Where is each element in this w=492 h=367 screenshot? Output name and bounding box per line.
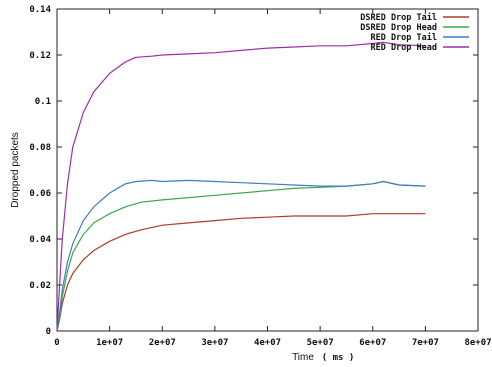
series-line-red-drop-head — [56, 41, 426, 332]
y-tick-label: 0.14 — [29, 5, 51, 15]
legend-label: RED Drop Tail — [370, 32, 437, 43]
x-tick-label: 0 — [54, 338, 59, 348]
y-axis-label: Dropped packets — [10, 132, 21, 208]
series-lines — [56, 41, 426, 332]
x-tick-label: 1e+07 — [96, 338, 123, 348]
plot-border — [56, 8, 479, 332]
x-tick-label: 3e+07 — [201, 338, 228, 348]
legend-label: DSRED Drop Head — [360, 23, 437, 33]
x-tick-label: 2e+07 — [149, 338, 176, 348]
y-tick-label: 0.06 — [29, 189, 51, 199]
y-tick-label: 0.04 — [29, 235, 51, 245]
x-tick-label: 7e+07 — [412, 338, 439, 348]
series-line-dsred-drop-head — [56, 180, 426, 332]
axis-ticks: 0 1e+07 2e+07 3e+07 4e+07 5e+07 6e+07 7e+07 8e+0… — [29, 5, 491, 348]
y-tick-label: 0 — [46, 327, 51, 337]
series-line-dsred-drop-tail — [56, 213, 426, 332]
plot-frame — [56, 8, 479, 332]
legend-label: DSRED Drop Tail — [360, 12, 437, 23]
legend-label: RED Drop Head — [370, 43, 437, 53]
y-tick-label: 0.1 — [35, 97, 51, 107]
series-line-red-drop-tail — [56, 179, 426, 332]
x-tick-label: 8e+07 — [464, 338, 491, 348]
x-axis-unit: ( ms ) — [322, 353, 355, 363]
x-axis-label: Time — [292, 352, 314, 363]
x-tick-label: 5e+07 — [307, 338, 334, 348]
y-tick-label: 0.12 — [29, 51, 51, 61]
x-tick-label: 6e+07 — [359, 338, 386, 348]
y-tick-label: 0.02 — [29, 281, 51, 291]
y-tick-label: 0.08 — [29, 143, 51, 153]
x-tick-label: 4e+07 — [254, 338, 281, 348]
